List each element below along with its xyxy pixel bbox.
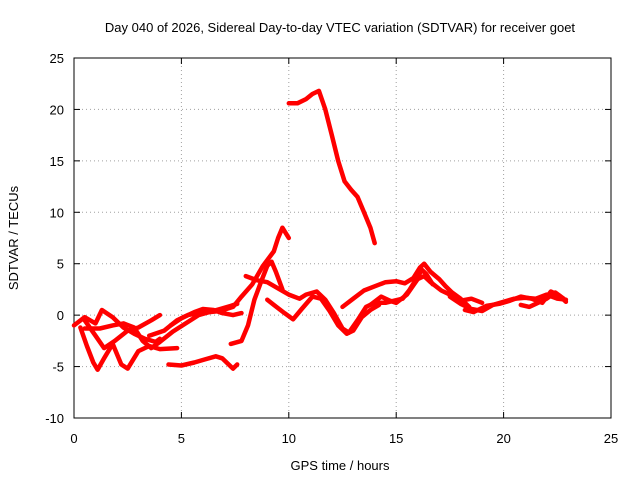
series-line-arc-m: [368, 273, 485, 308]
series-line-arc-l: [340, 261, 472, 310]
axis-ticks: 0 5 10 15 20 25 -10 -5 0 5 10 15 20 25: [45, 51, 618, 446]
y-tick-label: -5: [52, 360, 64, 375]
y-tick-label: 25: [50, 51, 64, 66]
series-line-arc-j: [243, 267, 435, 335]
y-tick-label: 10: [50, 205, 64, 220]
series-line-arc-f: [166, 354, 240, 371]
y-tick-label: -10: [45, 411, 64, 426]
y-tick-label: 5: [57, 257, 64, 272]
grid: [74, 58, 611, 418]
series-line-arc-p: [518, 290, 566, 310]
series-line-arc-c: [82, 312, 163, 351]
y-tick-label: 20: [50, 102, 64, 117]
y-tick-label: 15: [50, 154, 64, 169]
data-series: [71, 88, 569, 372]
x-axis-label: GPS time / hours: [291, 458, 390, 473]
x-tick-label: 15: [389, 431, 403, 446]
plot-frame: [73, 57, 612, 419]
y-tick-label: 0: [57, 308, 64, 323]
chart-title: Day 040 of 2026, Sidereal Day-to-day VTE…: [105, 20, 576, 35]
series-line-arc-k: [286, 88, 377, 246]
x-tick-label: 25: [604, 431, 618, 446]
x-tick-label: 5: [178, 431, 185, 446]
x-tick-label: 0: [70, 431, 77, 446]
y-axis-label: SDTVAR / TECUs: [6, 185, 21, 290]
series-line-arc-g: [168, 306, 244, 328]
x-tick-label: 10: [282, 431, 296, 446]
x-tick-label: 20: [496, 431, 510, 446]
